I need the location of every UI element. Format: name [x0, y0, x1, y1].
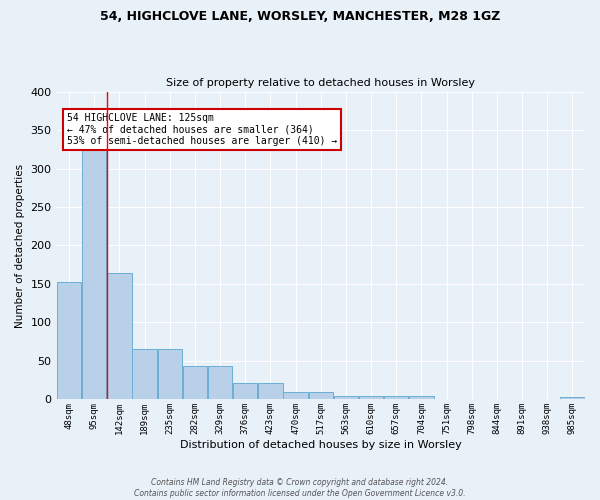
Bar: [208, 366, 232, 400]
Text: Contains HM Land Registry data © Crown copyright and database right 2024.
Contai: Contains HM Land Registry data © Crown c…: [134, 478, 466, 498]
Bar: [384, 396, 409, 400]
Bar: [183, 366, 207, 400]
Bar: [283, 392, 308, 400]
Text: 54 HIGHCLOVE LANE: 125sqm
← 47% of detached houses are smaller (364)
53% of semi: 54 HIGHCLOVE LANE: 125sqm ← 47% of detac…: [67, 113, 337, 146]
Bar: [107, 273, 131, 400]
Bar: [409, 396, 434, 400]
Bar: [334, 396, 358, 400]
Bar: [133, 350, 157, 400]
Bar: [233, 384, 257, 400]
Bar: [308, 392, 333, 400]
Bar: [57, 282, 82, 400]
Bar: [158, 350, 182, 400]
Text: 54, HIGHCLOVE LANE, WORSLEY, MANCHESTER, M28 1GZ: 54, HIGHCLOVE LANE, WORSLEY, MANCHESTER,…: [100, 10, 500, 23]
Y-axis label: Number of detached properties: Number of detached properties: [15, 164, 25, 328]
Title: Size of property relative to detached houses in Worsley: Size of property relative to detached ho…: [166, 78, 475, 88]
Bar: [560, 397, 584, 400]
Bar: [359, 396, 383, 400]
X-axis label: Distribution of detached houses by size in Worsley: Distribution of detached houses by size …: [180, 440, 461, 450]
Bar: [258, 384, 283, 400]
Bar: [82, 150, 106, 400]
